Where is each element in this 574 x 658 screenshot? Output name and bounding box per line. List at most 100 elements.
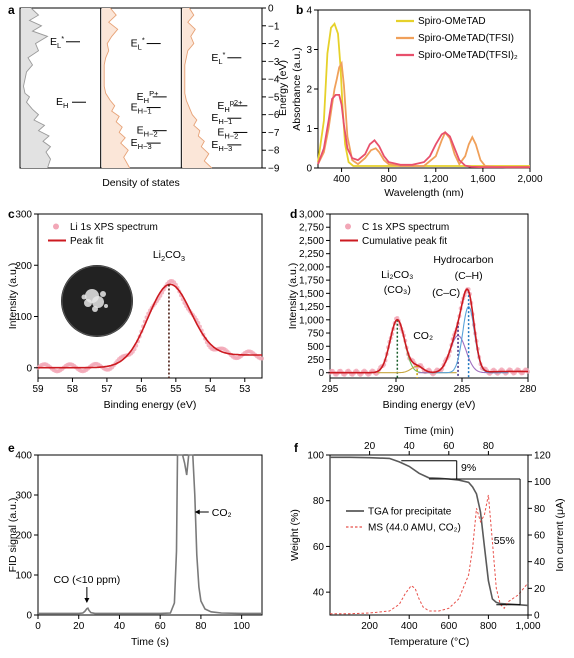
annotation-c-h: (C–H) xyxy=(455,270,483,282)
legend-label: Cumulative peak fit xyxy=(362,236,447,247)
x2-tick-label: 40 xyxy=(404,441,416,452)
series-line-1 xyxy=(317,60,530,169)
x-tick-label: 57 xyxy=(101,384,113,395)
y2-axis-label: Ion current (μA) xyxy=(554,498,566,571)
x-tick-label: 800 xyxy=(380,174,397,185)
x-tick-label: 600 xyxy=(440,621,457,632)
y2-tick-label: 20 xyxy=(534,584,546,595)
x-tick-label: 295 xyxy=(322,384,339,395)
x-tick-label: 1,200 xyxy=(423,174,448,185)
y-tick-label: 0 xyxy=(268,4,274,15)
y-tick-label: 1,000 xyxy=(299,315,324,326)
y-axis-label: Intensity (a.u.) xyxy=(287,263,299,330)
panel-d-c1s-chart: Li₂CO₃ (CO₃) CO₂ Hydrocarbon (C–C) (C–H) 295 29… xyxy=(287,210,537,412)
x-axis-label: Time (s) xyxy=(131,636,169,648)
x-tick-label: 400 xyxy=(401,621,418,632)
tga-line xyxy=(330,456,529,607)
dos-curve xyxy=(103,7,131,169)
x-tick-label: 20 xyxy=(73,621,85,632)
peak-fit-line xyxy=(38,283,262,369)
x-tick-label: 54 xyxy=(205,384,217,395)
legend-label: Spiro-OMeTAD(TFSI)₂ xyxy=(418,50,518,61)
y-tick-label: 2,750 xyxy=(299,223,324,234)
x-tick-label: 280 xyxy=(520,384,537,395)
annotation-co2-arrowhead xyxy=(194,509,200,515)
y-tick-label: 100 xyxy=(307,451,324,462)
y-tick-label: 300 xyxy=(15,210,32,221)
y-tick-label: −1 xyxy=(268,21,280,32)
fid-signal-line xyxy=(38,454,262,615)
y-tick-label: 100 xyxy=(15,312,32,323)
panel-label-f: f xyxy=(294,441,299,455)
sample-photo-speck xyxy=(92,306,98,312)
plot-frame xyxy=(37,213,263,379)
y-tick-label: 2,250 xyxy=(299,249,324,260)
series-line-2 xyxy=(317,94,530,169)
legend-label: Spiro-OMeTAD xyxy=(418,16,486,27)
x-tick-label: 59 xyxy=(32,384,44,395)
x-axis-label: Binding energy (eV) xyxy=(383,399,476,411)
y-tick-label: −2 xyxy=(268,39,280,50)
plot-frame xyxy=(329,213,529,379)
y-tick-label: −3 xyxy=(268,57,280,68)
panel-label-e: e xyxy=(8,441,15,455)
panel-label-a: a xyxy=(8,3,15,17)
annotation-co: CO (<10 ppm) xyxy=(53,574,120,586)
x-tick-label: 0 xyxy=(35,621,41,632)
dos-area xyxy=(21,8,51,168)
panel-f-tga-ms-chart: 9% 55% 200 400 600 800 1,000 20 40 60 80 40 60 80 100 0… xyxy=(289,425,566,648)
legend-label: Spiro-OMeTAD(TFSI) xyxy=(418,33,514,44)
annotation-co2-label: CO₂ xyxy=(212,507,232,519)
dos-area xyxy=(101,8,130,168)
energy-level-label: EHp2+ xyxy=(217,98,243,114)
y2-tick-label: 100 xyxy=(534,477,551,488)
legend-label: Li 1s XPS spectrum xyxy=(70,222,158,233)
y-tick-label: 1 xyxy=(306,124,312,135)
dos-curve xyxy=(23,7,52,169)
y-tick-label: 60 xyxy=(313,542,325,553)
energy-level-label: EH−1 xyxy=(131,102,152,116)
x-tick-label: 290 xyxy=(388,384,405,395)
y-tick-label: −5 xyxy=(268,92,280,103)
panel-label-c: c xyxy=(8,207,15,221)
energy-level-label: EH−3 xyxy=(131,137,152,151)
y2-tick-label: 80 xyxy=(534,504,546,515)
x-tick-label: 40 xyxy=(114,621,126,632)
panel-label-d: d xyxy=(290,207,297,221)
x-tick-label: 285 xyxy=(454,384,471,395)
y-tick-label: −8 xyxy=(268,146,280,157)
energy-level-label: EL* xyxy=(211,50,225,66)
panel-e-fid-chart: CO (<10 ppm) CO₂ 0 20 40 60 80 100 0 100 200 300 400… xyxy=(7,451,263,648)
annotation-co-arrowhead xyxy=(84,598,90,603)
plot-frame xyxy=(19,7,263,169)
y-tick-label: 2 xyxy=(306,85,312,96)
x2-tick-label: 80 xyxy=(483,441,495,452)
y-axis-label: Energy (eV) xyxy=(277,60,289,116)
y-tick-label: −7 xyxy=(268,128,280,139)
sample-photo-speck xyxy=(100,291,106,297)
x-tick-label: 100 xyxy=(233,621,250,632)
legend-label: Peak fit xyxy=(70,236,104,247)
annotation-9pct: 9% xyxy=(461,462,476,474)
y-axis-label: Absorbance (a.u.) xyxy=(291,47,303,130)
x-tick-label: 60 xyxy=(155,621,167,632)
y-tick-label: 1,250 xyxy=(299,302,324,313)
series-line-0 xyxy=(317,22,530,167)
panel-label-b: b xyxy=(296,3,303,17)
legend-label-ms: MS (44.0 AMU, CO₂) xyxy=(368,523,461,534)
x2-axis-label: Time (min) xyxy=(404,425,454,437)
y-tick-label: 0 xyxy=(306,164,312,175)
y-tick-label: 0 xyxy=(318,368,324,379)
y-axis-label: FID signal (a.u.) xyxy=(7,498,19,573)
sample-photo-speck xyxy=(81,294,87,300)
energy-level-label: EH−2 xyxy=(137,125,158,139)
y-tick-label: 100 xyxy=(15,571,32,582)
x-tick-label: 200 xyxy=(361,621,378,632)
x-tick-label: 56 xyxy=(136,384,148,395)
x-tick-label: 2,000 xyxy=(517,174,542,185)
x-axis-label: Density of states xyxy=(102,177,180,189)
y-tick-label: 1,750 xyxy=(299,276,324,287)
ms-line xyxy=(330,494,529,615)
sample-photo-speck xyxy=(84,299,92,307)
cumulative-fit-line xyxy=(330,288,528,374)
